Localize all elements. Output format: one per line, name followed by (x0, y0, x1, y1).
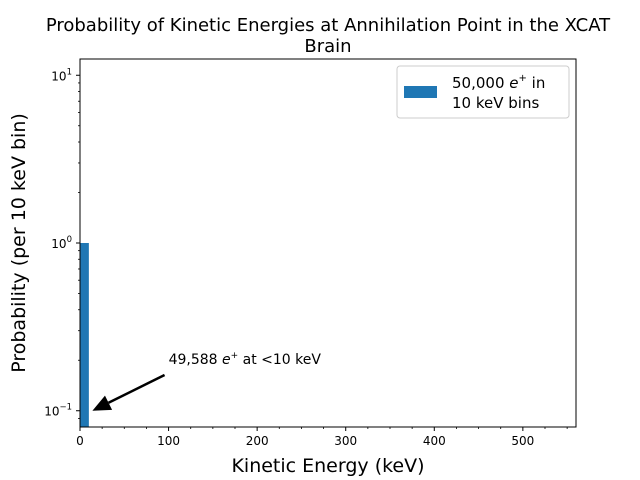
x-tick-label-100: 100 (157, 434, 180, 448)
legend-swatch (404, 86, 437, 98)
x-tick-label-500: 500 (511, 434, 534, 448)
annotation-arrow-head (92, 395, 113, 411)
plot-area: 0 100 200 300 400 500 10−1 100 101 50,000 e+ in 10… (44, 58, 577, 448)
chart-title-line2: Brain (304, 36, 351, 57)
bar-0 (80, 243, 89, 427)
legend-label-line1: 50,000 e+ in (452, 73, 545, 92)
x-tick-label-400: 400 (423, 434, 446, 448)
x-axis-label: Kinetic Energy (keV) (231, 455, 424, 477)
chart-title-line1: Probability of Kinetic Energies at Annih… (46, 15, 611, 36)
y-tick-label-1: 100 (51, 235, 72, 251)
x-tick-label-0: 0 (76, 434, 84, 448)
annotation-text: 49,588 e+ at <10 keV (169, 351, 322, 368)
annotation-arrow-shaft (107, 373, 166, 404)
y-tick-label-2: 101 (51, 67, 72, 83)
legend-box (396, 65, 570, 119)
x-tick-label-200: 200 (246, 434, 269, 448)
x-tick-label-300: 300 (334, 434, 357, 448)
legend: 50,000 e+ in 10 keV bins (396, 65, 570, 119)
y-tick-label-0: 10−1 (44, 403, 72, 419)
y-axis-label: Probability (per 10 keV bin) (8, 113, 30, 373)
legend-label-line2: 10 keV bins (452, 94, 539, 112)
